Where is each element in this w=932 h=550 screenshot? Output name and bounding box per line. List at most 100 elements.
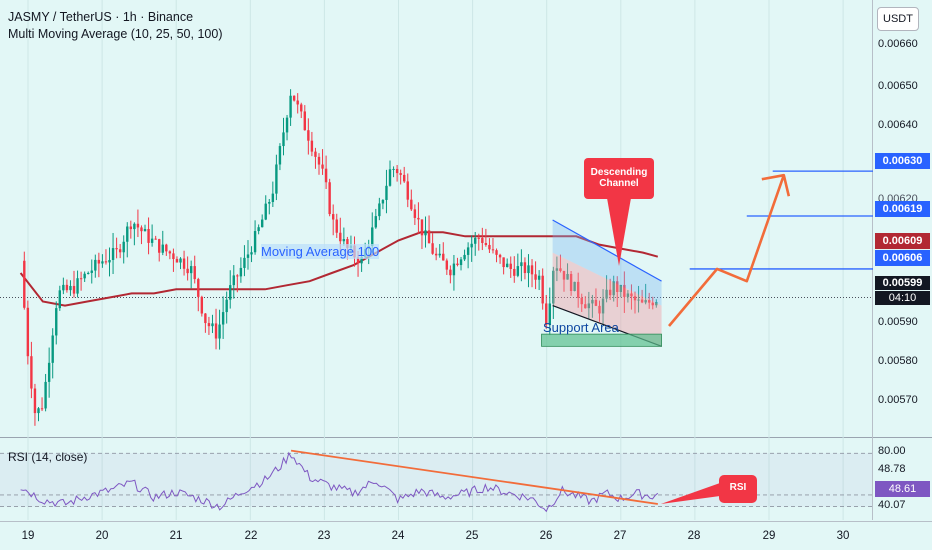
candle-body [285,117,289,133]
candle-body [566,273,569,280]
channel-upper-line[interactable] [552,219,662,282]
candle-body [90,270,93,273]
rsi-legend[interactable]: RSI (14, close) [8,450,88,464]
candle-body [655,301,658,306]
candle-body [314,151,317,157]
projection-arrow[interactable] [668,174,786,327]
channel-callout[interactable] [584,158,654,199]
target-price-label: 0.00619 [875,201,930,217]
price-tick: 0.00650 [878,80,918,92]
candle-body [456,263,459,266]
candle-body [445,260,449,270]
chart-header: JASMY / TetherUS · 1h · Binance Multi Mo… [8,9,222,43]
last-price-label: 0.00599 [875,276,930,290]
candle-body [356,257,360,264]
candle-body [161,244,164,253]
candle-body [505,263,509,268]
candle-body [97,259,101,264]
candle-body [282,132,285,147]
candle-body [225,299,228,313]
target-price-label: 0.00630 [875,153,930,169]
candle-body [296,100,299,105]
candle-body [527,265,530,274]
candle-body [399,173,402,175]
candle-body [434,253,438,256]
rsi-tick: 40.07 [878,499,906,511]
candle-body [498,254,502,258]
candle-body [79,278,83,280]
candle-body [104,261,108,263]
rsi-value-label: 48.61 [875,481,930,497]
rsi-divergence-line[interactable] [290,449,658,505]
candle-body [569,273,573,292]
candle-body [598,305,601,314]
candle-body [147,228,150,243]
time-tick: 22 [244,530,258,542]
candle-body [413,209,417,218]
candle-body [33,388,37,414]
candle-body [158,239,161,253]
annotation-layer [541,158,873,347]
candle-body [143,228,147,232]
candle-body [94,259,97,271]
candle-body [637,299,640,301]
candle-body [328,182,331,215]
rsi-callout[interactable] [719,475,757,503]
ma100-line[interactable] [19,231,659,307]
candle-body [257,227,260,232]
candle-body [30,356,33,389]
candle-body [523,262,527,274]
indicator-legend[interactable]: Multi Moving Average (10, 25, 50, 100) [8,27,223,41]
candle-body [410,199,413,210]
candle-body [623,284,626,297]
time-tick: 26 [539,530,553,542]
candle-body [548,303,551,325]
candle-body [605,289,608,299]
ma100-layer [19,231,659,307]
candle-body [403,174,406,182]
rsi-callout-text: RSI [729,482,747,493]
candle-body [250,252,253,255]
time-tick: 23 [317,530,331,542]
time-tick: 28 [687,530,701,542]
candles-layer [23,89,658,426]
candle-body [640,299,644,303]
price-pane[interactable] [0,0,872,437]
candle-body [555,268,559,271]
candle-body [108,259,111,263]
candle-body [275,164,278,194]
time-tick: 24 [391,530,405,542]
candle-body [580,297,583,305]
candle-body [385,185,388,200]
candle-body [229,285,232,300]
candle-body [346,239,349,248]
candle-body [406,181,409,200]
support-area-label[interactable]: Support Area [543,320,619,335]
ma100-annotation[interactable]: Moving Average 100 [261,244,380,259]
symbol-title[interactable]: JASMY / TetherUS · 1h · Binance [8,10,194,24]
candle-body [140,227,143,232]
candle-body [360,256,363,264]
candle-body [122,241,125,253]
candle-body [388,169,392,186]
rsi-line[interactable] [20,451,659,513]
candle-body [633,296,637,301]
candle-body [534,274,537,280]
candle-body [466,247,470,255]
candle-body [651,302,654,306]
candle-body [576,281,580,298]
candle-body [420,219,424,236]
channel-callout-text: Descending Channel [584,167,654,189]
candle-body [608,289,612,296]
rsi-callout-pointer [660,483,720,504]
currency-button[interactable]: USDT [877,7,919,31]
candle-body [470,243,473,248]
candle-body [165,244,168,252]
candle-body [236,275,239,277]
candle-body [616,281,619,292]
candle-body [612,281,615,296]
support-area-box[interactable] [541,333,662,347]
candle-body [584,304,587,309]
candle-body [62,284,65,291]
